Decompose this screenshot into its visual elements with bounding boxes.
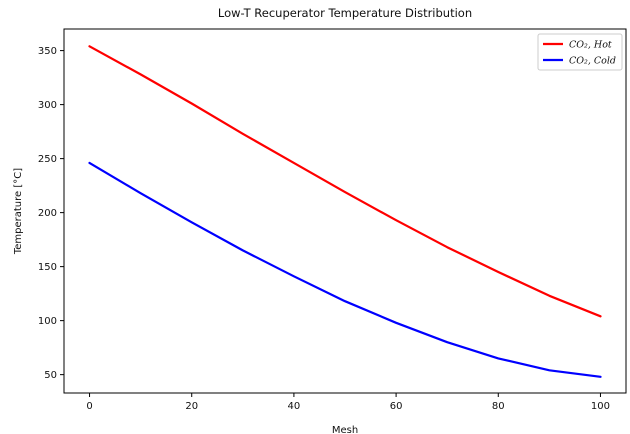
y-tick-label: 50: [44, 370, 57, 381]
series-line-hot: [88, 45, 602, 318]
legend: CO₂, Hot CO₂, Cold: [537, 33, 623, 71]
x-tick-label: 20: [185, 401, 198, 412]
x-tick-label: 80: [492, 401, 505, 412]
x-tick-label: 100: [591, 401, 610, 412]
y-tick-label: 250: [38, 154, 57, 165]
y-tick-label: 350: [38, 46, 57, 57]
y-tick-label: 300: [38, 100, 57, 111]
y-tick-label: 200: [38, 208, 57, 219]
legend-label: CO₂, Cold: [569, 56, 616, 67]
y-tick-label: 100: [38, 316, 57, 327]
x-axis: 0 20 40 60 80 100: [86, 393, 610, 412]
x-tick-label: 60: [390, 401, 403, 412]
y-axis-title: Temperature [°C]: [13, 168, 24, 255]
plot-frame: [63, 28, 627, 394]
x-axis-title: Mesh: [332, 425, 358, 434]
x-tick-label: 40: [288, 401, 301, 412]
x-tick-label: 0: [86, 401, 92, 412]
y-axis: 50 100 150 200 250 300 350: [38, 46, 64, 381]
legend-label: CO₂, Hot: [569, 40, 612, 51]
chart-title: Low-T Recuperator Temperature Distributi…: [218, 6, 472, 20]
series-layer: [88, 45, 602, 378]
y-tick-label: 150: [38, 262, 57, 273]
series-line-cold: [88, 161, 602, 378]
